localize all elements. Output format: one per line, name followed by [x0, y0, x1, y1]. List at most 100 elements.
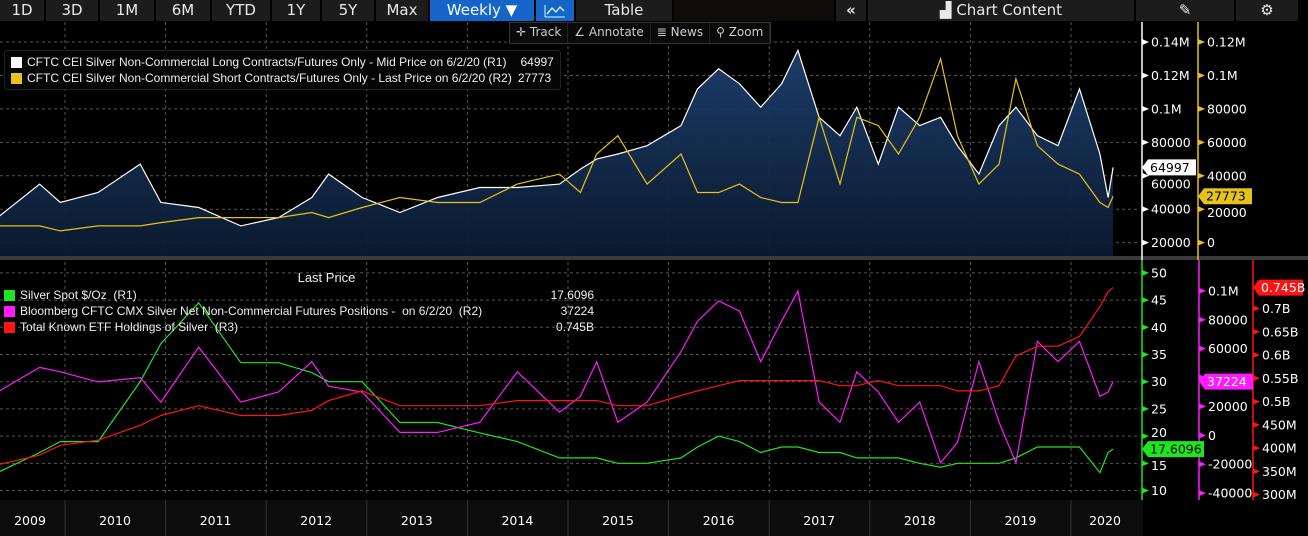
axis-tick-label: 20000: [1208, 399, 1248, 414]
axis-tick-label: 40000: [1207, 168, 1247, 183]
axis-tick-label: 0.1M: [1151, 101, 1182, 116]
edit-icon[interactable]: ✎: [1136, 0, 1234, 21]
axis-tick-label: 20000: [1207, 205, 1247, 220]
series-last: 37224: [560, 304, 594, 318]
x-axis-label: 2009: [14, 513, 46, 528]
frequency-dropdown[interactable]: Weekly ▼: [430, 0, 534, 21]
axis-tick: [1142, 378, 1149, 385]
x-axis-label: 2020: [1089, 513, 1121, 528]
series-name: Silver Spot $/Oz (R1): [20, 288, 137, 302]
axis-tick-label: 0.5B: [1262, 394, 1290, 409]
axis-tick-label: 0: [1208, 428, 1216, 443]
range-button-ytd[interactable]: YTD: [212, 0, 270, 21]
axis-tick-label: 60000: [1207, 135, 1247, 150]
axis-tick-label: 0.55B: [1262, 371, 1298, 386]
axis-tick: [1142, 39, 1149, 46]
axis-tick: [1199, 461, 1206, 468]
series-line-0-1: [0, 56, 1114, 232]
tool-zoom[interactable]: ⚲ Zoom: [710, 23, 771, 43]
panel-separator: [0, 256, 1308, 260]
range-button-max[interactable]: Max: [376, 0, 428, 21]
legend-item-etf: Total Known ETF Holdings of Silver (R3) 0…: [4, 319, 594, 335]
last-value-label: 0.745B: [1261, 280, 1305, 295]
last-value-flag: [1253, 279, 1303, 296]
axis-tick-label: 60000: [1151, 176, 1191, 191]
axis-tick-label: -40000: [1208, 486, 1252, 501]
tool-label: Zoom: [728, 25, 764, 39]
range-button-5y[interactable]: 5Y: [322, 0, 374, 21]
toolbar: 1D 3D 1M 6M YTD 1Y 5Y Max Weekly ▼ Table «▟ Chart …: [0, 0, 1308, 22]
axis-tick-label: 300M: [1262, 487, 1297, 502]
range-button-1y[interactable]: 1Y: [272, 0, 320, 21]
zoom-icon: ⚲: [716, 25, 729, 39]
swatch: [11, 72, 22, 84]
swatch: [4, 322, 15, 334]
area-fill-long: [0, 50, 1114, 256]
last-value-flag: [1142, 441, 1204, 458]
tool-label: Track: [529, 25, 562, 39]
x-axis-label: 2018: [904, 513, 936, 528]
axis-tick-label: 10: [1151, 483, 1167, 498]
news-icon: ≣: [656, 25, 671, 39]
gear-icon[interactable]: ⚙: [1236, 0, 1298, 21]
annotate-icon: ∠: [574, 25, 589, 39]
range-button-3d[interactable]: 3D: [46, 0, 98, 21]
legend-item-silver: Silver Spot $/Oz (R1) 17.6096: [4, 287, 594, 303]
axis-tick: [1253, 491, 1260, 498]
axis-tick-label: 50: [1151, 265, 1167, 280]
line-chart-icon[interactable]: [536, 0, 574, 21]
axis-tick: [1199, 490, 1206, 497]
tool-track[interactable]: ✛ Track: [510, 23, 569, 43]
axis-tick-label: 30: [1151, 374, 1167, 389]
last-value-label: 37224: [1207, 374, 1247, 389]
axis-tick: [1199, 403, 1206, 410]
axis-tick: [1198, 172, 1205, 179]
axis-tick: [1142, 139, 1149, 146]
axis-tick-label: 80000: [1208, 312, 1248, 327]
axis-tick-label: 400M: [1262, 441, 1297, 456]
toolbar-spacer: [674, 0, 834, 21]
axis-tick: [1253, 305, 1260, 312]
collapse-icon[interactable]: «: [836, 0, 866, 21]
last-value-flag: [1199, 373, 1253, 390]
series-line-1-2: [0, 287, 1114, 465]
top-legend: CFTC CEI Silver Non-Commercial Long Cont…: [4, 50, 561, 90]
x-axis-label: 2017: [803, 513, 835, 528]
range-button-1m[interactable]: 1M: [100, 0, 154, 21]
axis-tick-label: 0.6B: [1262, 348, 1290, 363]
axis-tick-label: 0.12M: [1151, 68, 1190, 83]
chart-tools: ✛ Track ∠ Annotate ≣ News ⚲ Zoom: [509, 22, 772, 44]
legend-item-short: CFTC CEI Silver Non-Commercial Short Con…: [11, 70, 554, 86]
axis-tick: [1142, 487, 1149, 494]
series-last: 17.6096: [550, 288, 594, 302]
axis-tick-label: 0.14M: [1151, 35, 1190, 50]
swatch: [4, 306, 15, 318]
x-axis-label: 2013: [401, 513, 433, 528]
series-line-0-0: [0, 48, 1114, 227]
axis-tick-label: 0.7B: [1262, 301, 1290, 316]
track-icon: ✛: [516, 25, 530, 39]
series-last: 64997: [520, 55, 554, 69]
axis-tick: [1142, 206, 1149, 213]
tool-annotate[interactable]: ∠ Annotate: [568, 23, 651, 43]
axis-tick: [1253, 328, 1260, 335]
last-value-label: 17.6096: [1150, 442, 1202, 457]
range-button-6m[interactable]: 6M: [156, 0, 210, 21]
axis-tick-label: 0.65B: [1262, 324, 1298, 339]
axis-tick: [1142, 460, 1149, 467]
last-value-flag: [1198, 188, 1252, 205]
axis-tick: [1198, 206, 1205, 213]
axis-tick: [1198, 139, 1205, 146]
bottom-legend: Last Price Silver Spot $/Oz (R1) 17.6096 …: [4, 270, 594, 335]
tool-news[interactable]: ≣ News: [651, 23, 711, 43]
range-button-1d[interactable]: 1D: [0, 0, 44, 21]
chart-content-button[interactable]: ▟ Chart Content: [868, 0, 1134, 21]
table-button[interactable]: Table: [576, 0, 672, 21]
axis-tick-label: 20000: [1151, 235, 1191, 250]
axis-tick-label: 35: [1151, 347, 1167, 362]
axis-tick-label: 25: [1151, 401, 1167, 416]
axis-tick-label: 80000: [1151, 135, 1191, 150]
x-axis-label: 2012: [300, 513, 332, 528]
series-name: CFTC CEI Silver Non-Commercial Short Con…: [27, 71, 512, 85]
